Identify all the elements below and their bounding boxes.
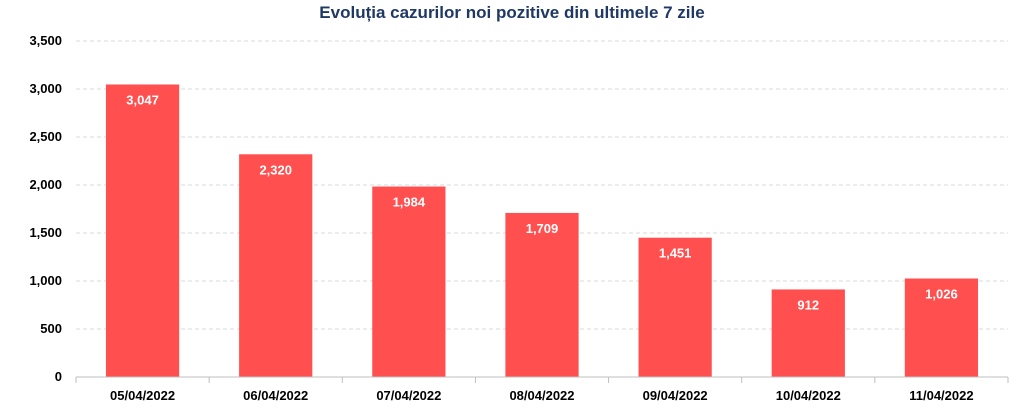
y-tick-label: 2,500: [29, 129, 62, 144]
y-tick-label: 2,000: [29, 177, 62, 192]
y-tick-label: 3,500: [29, 33, 62, 48]
data-label: 1,451: [659, 246, 692, 261]
bar: [771, 289, 845, 377]
y-tick-labels: 0 500 1,000 1,500 2,000 2,500 3,000 3,500: [29, 33, 62, 384]
bar: [638, 237, 712, 377]
bar: [904, 278, 979, 377]
data-label: 3,047: [126, 92, 159, 107]
bar: [105, 84, 180, 377]
data-label: 1,026: [925, 287, 958, 302]
x-tick-label: 10/04/2022: [776, 388, 841, 403]
y-tick-label: 1,500: [29, 225, 62, 240]
bars: [105, 84, 979, 377]
data-label: 2,320: [259, 162, 292, 177]
x-tick-label: 11/04/2022: [909, 388, 973, 403]
x-tick-label: 08/04/2022: [509, 388, 574, 403]
y-tick-label: 3,000: [29, 81, 62, 96]
data-label: 1,984: [393, 195, 426, 210]
bar: [239, 154, 313, 377]
chart-title: Evoluția cazurilor noi pozitive din ulti…: [319, 3, 705, 22]
x-tick-label: 06/04/2022: [243, 388, 308, 403]
y-tick-label: 1,000: [29, 273, 62, 288]
data-label: 912: [797, 297, 819, 312]
y-tick-label: 500: [40, 321, 62, 336]
data-labels: 3,047 2,320 1,984 1,709 1,451 912 1,026: [126, 92, 957, 312]
y-tick-label: 0: [55, 369, 62, 384]
x-tick-label: 05/04/2022: [110, 388, 175, 403]
x-tick-label: 09/04/2022: [643, 388, 708, 403]
axes: [75, 376, 1009, 383]
bar: [505, 212, 579, 377]
x-tick-labels: 05/04/2022 06/04/2022 07/04/2022 08/04/2022…: [110, 388, 974, 403]
x-tick-label: 07/04/2022: [376, 388, 441, 403]
bar: [372, 186, 446, 377]
data-label: 1,709: [526, 221, 559, 236]
